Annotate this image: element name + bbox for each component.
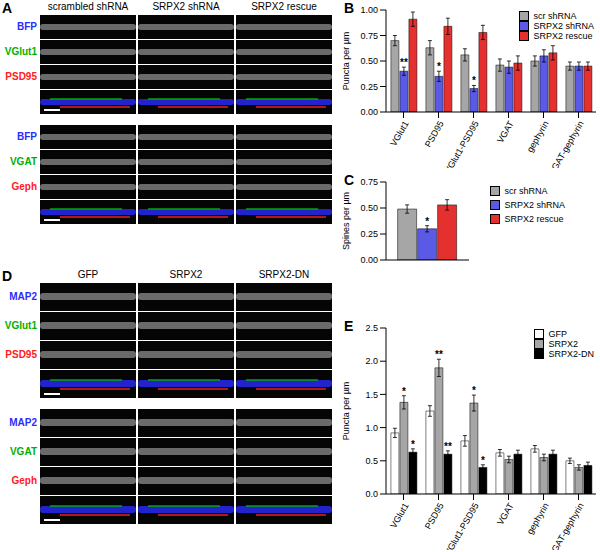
svg-text:0.75: 0.75	[360, 177, 378, 187]
html-text:SRPX2: SRPX2	[548, 339, 578, 349]
html-text:BFP: BFP	[17, 130, 37, 142]
html-text:SRPX2 shRNA: SRPX2 shRNA	[533, 21, 594, 31]
html-text:Geph: Geph	[11, 474, 37, 486]
svg-text:2.0: 2.0	[365, 356, 378, 366]
svg-text:*: *	[481, 455, 485, 466]
html-text:GFP: GFP	[77, 269, 99, 280]
svg-text:Puncta per µm: Puncta per µm	[342, 382, 351, 441]
html-text:VGAT: VGAT	[10, 445, 37, 457]
html-text:MAP2: MAP2	[9, 290, 37, 302]
html-text:scr shRNA: scr shRNA	[504, 186, 548, 196]
html-text:Geph: Geph	[11, 180, 37, 192]
html-text:SRPX2-DN: SRPX2-DN	[258, 269, 310, 280]
svg-text:0.25: 0.25	[360, 229, 378, 239]
svg-text:1.5: 1.5	[365, 390, 378, 400]
svg-text:1.0: 1.0	[365, 423, 378, 433]
html-text:SRPX2: SRPX2	[169, 269, 203, 280]
svg-text:0.0: 0.0	[365, 489, 378, 499]
html-text:D: D	[2, 268, 13, 284]
svg-text:*: *	[472, 75, 476, 86]
svg-text:VGlut1: VGlut1	[388, 119, 410, 148]
html-text:B: B	[344, 0, 355, 16]
svg-text:*: *	[402, 386, 406, 397]
svg-text:VGAT-gephyrin: VGAT-gephyrin	[547, 119, 586, 168]
svg-text:Puncta per µm: Puncta per µm	[342, 32, 351, 91]
html-text:scr shRNA: scr shRNA	[533, 11, 577, 21]
svg-text:2.5: 2.5	[365, 323, 378, 333]
html-text:VGlut1: VGlut1	[4, 319, 37, 331]
html-text:SRPX2 shRNA: SRPX2 shRNA	[504, 200, 565, 210]
html-text:scrambled shRNA: scrambled shRNA	[47, 1, 129, 12]
svg-text:0.5: 0.5	[365, 456, 378, 466]
html-text:VGAT: VGAT	[10, 155, 37, 167]
svg-text:1.00: 1.00	[360, 5, 378, 15]
svg-text:0.50: 0.50	[360, 56, 378, 66]
html-text:A: A	[2, 0, 13, 16]
html-text:SRPX2 rescue: SRPX2 rescue	[533, 31, 593, 41]
svg-text:**: **	[444, 441, 452, 452]
svg-text:VGlut1-PSD95: VGlut1-PSD95	[443, 501, 481, 550]
html-text:SRPX2 rescue: SRPX2 rescue	[504, 214, 564, 224]
svg-text:0.25: 0.25	[360, 82, 378, 92]
svg-text:VGAT: VGAT	[495, 501, 516, 527]
svg-text:*: *	[472, 385, 476, 396]
html-text:E: E	[344, 318, 354, 334]
svg-text:0.00: 0.00	[360, 255, 378, 265]
html-text:SRPX2 rescue: SRPX2 rescue	[251, 1, 317, 12]
html-text:GFP: GFP	[548, 329, 567, 339]
svg-text:VGAT-gephyrin: VGAT-gephyrin	[547, 501, 586, 550]
html-text:MAP2: MAP2	[9, 416, 37, 428]
svg-text:0.50: 0.50	[360, 203, 378, 213]
html-text:PSD95: PSD95	[5, 348, 37, 360]
svg-text:0.00: 0.00	[360, 107, 378, 117]
svg-text:**: **	[400, 57, 408, 68]
html-text:VGlut1: VGlut1	[4, 45, 37, 57]
svg-text:PSD95: PSD95	[423, 119, 446, 149]
html-text:BFP: BFP	[17, 20, 37, 32]
svg-text:PSD95: PSD95	[423, 501, 446, 531]
svg-text:gephyrin: gephyrin	[525, 501, 551, 536]
svg-text:VGAT: VGAT	[495, 119, 516, 145]
svg-text:*: *	[425, 216, 429, 227]
svg-text:**: **	[435, 349, 443, 360]
html-text:PSD95: PSD95	[5, 70, 37, 82]
svg-text:gephyrin: gephyrin	[525, 119, 551, 154]
html-text:SRPX2-DN: SRPX2-DN	[548, 349, 594, 359]
svg-text:*: *	[411, 439, 415, 450]
svg-text:0.75: 0.75	[360, 31, 378, 41]
html-text:C: C	[344, 172, 355, 188]
svg-text:VGlut1: VGlut1	[388, 501, 410, 530]
svg-text:VGlut1-PSD95: VGlut1-PSD95	[443, 119, 481, 168]
html-text:SRPX2 shRNA: SRPX2 shRNA	[152, 1, 220, 12]
svg-text:Spines per µm: Spines per µm	[342, 192, 351, 250]
svg-text:*: *	[437, 61, 441, 72]
